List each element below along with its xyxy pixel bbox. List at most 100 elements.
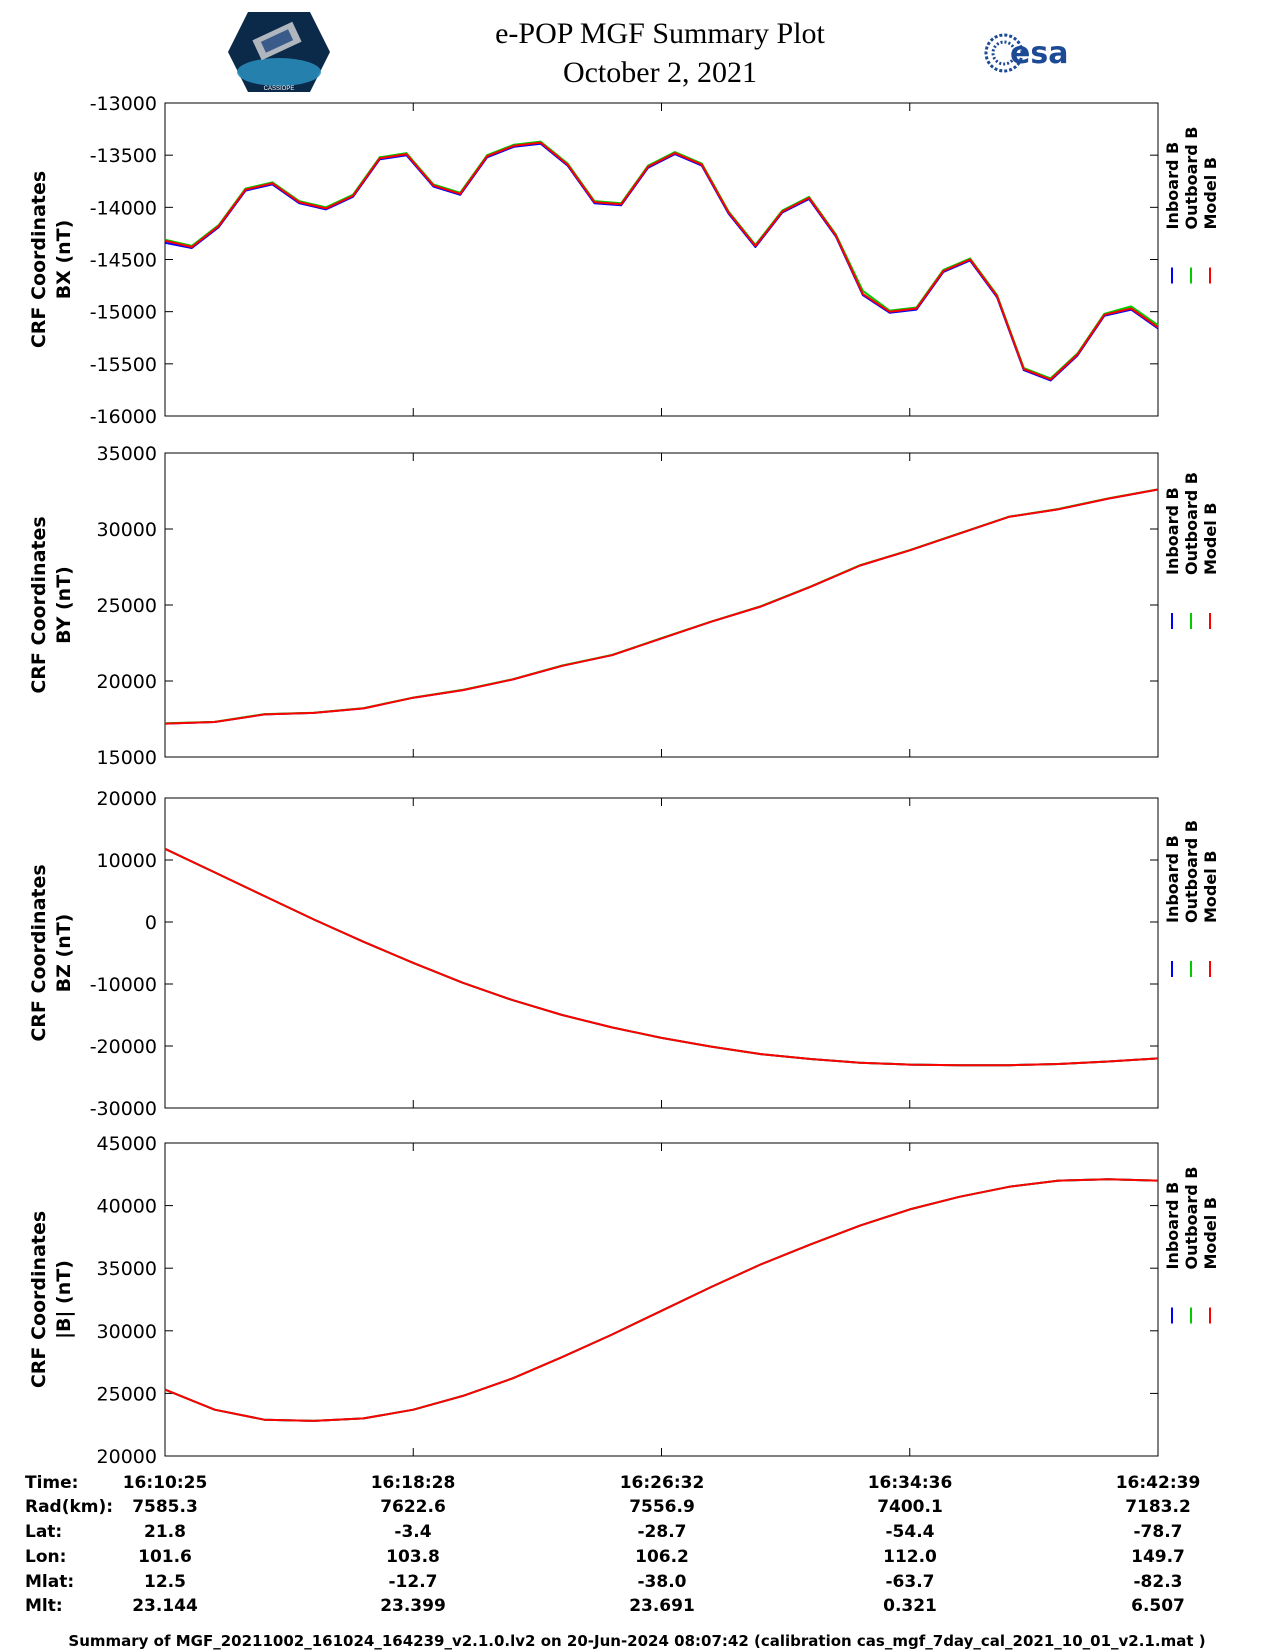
esa-logo-text: esa — [1010, 36, 1068, 71]
esa-logo: esa — [984, 33, 1068, 73]
bmag-series-inboard-b — [164, 1178, 1159, 1422]
bx-ylabel-line2: BX (nT) — [53, 220, 75, 300]
by-ylabel-line2: BY (nT) — [53, 566, 75, 644]
bmag-ytick-label: 30000 — [97, 1321, 157, 1343]
bz-legend-label: Model B — [1201, 851, 1220, 923]
ephemeris-cell: 0.321 — [883, 1596, 937, 1616]
ephemeris-row-label: Lat: — [25, 1522, 62, 1542]
bmag-ylabel-line2: |B| (nT) — [53, 1260, 75, 1339]
ephemeris-cell: 106.2 — [635, 1547, 689, 1567]
bx-ytick-label: -14000 — [90, 197, 157, 219]
ephemeris-cell: 7622.6 — [380, 1497, 446, 1517]
bmag-legend-label: Model B — [1201, 1197, 1220, 1269]
bz-series-outboard-b — [164, 847, 1159, 1067]
bx-ytick-label: -14500 — [90, 250, 157, 272]
bmag-ytick-label: 25000 — [97, 1383, 157, 1405]
bx-legend-label: Inboard B — [1163, 142, 1182, 230]
bmag-plot-frame — [164, 1142, 1159, 1457]
bz-ytick-label: 20000 — [97, 788, 157, 810]
ephemeris-cell: -54.4 — [886, 1522, 935, 1542]
cassiope-logo-label: CASSIOPE — [264, 86, 295, 92]
bz-series-model-b — [164, 847, 1159, 1067]
bz-ytick-label: 10000 — [97, 850, 157, 872]
bz-ytick-label: -30000 — [90, 1098, 157, 1120]
figure-title: e-POP MGF Summary Plot — [495, 17, 825, 50]
ephemeris-cell: 7585.3 — [132, 1497, 198, 1517]
bx-series-inboard-b — [164, 142, 1159, 382]
by-legend-label: Inboard B — [1163, 487, 1182, 575]
bz-ylabel-line1: CRF Coordinates — [28, 864, 50, 1041]
ephemeris-cell: -12.7 — [389, 1572, 438, 1592]
by-ylabel-line1: CRF Coordinates — [28, 516, 50, 693]
ephemeris-cell: 7183.2 — [1125, 1497, 1191, 1517]
by-panel: CRF Coordinates BY (nT) 35000 30000 25000 2… — [28, 443, 1220, 769]
bmag-ytick-label: 45000 — [97, 1133, 157, 1155]
bmag-panel: CRF Coordinates |B| (nT) 45000 40000 35000… — [28, 1133, 1220, 1468]
ephemeris-cell: 16:34:36 — [868, 1473, 953, 1493]
bz-legend-label: Inboard B — [1163, 835, 1182, 923]
bz-ytick-label: -10000 — [90, 974, 157, 996]
bx-series-model-b — [164, 141, 1159, 381]
bmag-ylabel-line1: CRF Coordinates — [28, 1211, 50, 1388]
bx-plot-frame — [164, 102, 1159, 417]
ephemeris-cell: 6.507 — [1131, 1596, 1185, 1616]
ephemeris-cell: 23.144 — [132, 1596, 198, 1616]
bx-legend: Inboard B Outboard B Model B — [1163, 127, 1220, 284]
by-ytick-label: 30000 — [97, 519, 157, 541]
bx-ytick-label: -15000 — [90, 302, 157, 324]
bx-legend-label: Model B — [1201, 157, 1220, 229]
by-series-outboard-b — [164, 488, 1159, 725]
ephemeris-cell: -78.7 — [1134, 1522, 1183, 1542]
footer-caption: Summary of MGF_20211002_161024_164239_v2… — [68, 1632, 1205, 1650]
bmag-legend: Inboard B Outboard B Model B — [1163, 1167, 1220, 1324]
ephemeris-row-label: Time: — [25, 1473, 78, 1493]
header: CASSIOPE e-POP MGF Summary Plot October … — [228, 12, 1068, 92]
bz-legend-label: Outboard B — [1182, 820, 1201, 923]
by-series-model-b — [164, 488, 1159, 725]
bz-panel: CRF Coordinates BZ (nT) 20000 10000 0 -1000… — [28, 788, 1220, 1120]
ephemeris-row-label: Lon: — [25, 1547, 66, 1567]
ephemeris-cell: -38.0 — [638, 1572, 687, 1592]
figure-date: October 2, 2021 — [563, 56, 757, 89]
ephemeris-cell: 16:26:32 — [620, 1473, 705, 1493]
bmag-series-model-b — [164, 1178, 1159, 1422]
bmag-ytick-label: 20000 — [97, 1446, 157, 1468]
ephemeris-cell: 16:42:39 — [1116, 1473, 1201, 1493]
ephemeris-row-label: Mlt: — [25, 1596, 63, 1616]
bx-panel: CRF Coordinates BX (nT) -13000 -13500 -140… — [28, 93, 1220, 428]
bx-ytick-label: -15500 — [90, 354, 157, 376]
bx-ylabel-line1: CRF Coordinates — [28, 171, 50, 348]
ephemeris-cell: -3.4 — [394, 1522, 431, 1542]
by-series-inboard-b — [164, 488, 1159, 725]
ephemeris-cell: 16:18:28 — [371, 1473, 456, 1493]
ephemeris-cell: 21.8 — [144, 1522, 186, 1542]
ephemeris-cell: 23.691 — [629, 1596, 695, 1616]
by-ytick-label: 35000 — [97, 443, 157, 465]
bmag-series-outboard-b — [164, 1178, 1159, 1422]
bz-plot-frame — [164, 797, 1159, 1109]
ephemeris-table: Time: Rad(km): Lat: Lon: Mlat: Mlt: 16:10:25 75… — [25, 1473, 1200, 1616]
bx-legend-label: Outboard B — [1182, 127, 1201, 230]
ephemeris-cell: -28.7 — [638, 1522, 687, 1542]
ephemeris-row-label: Mlat: — [25, 1572, 74, 1592]
bz-ytick-label: 0 — [145, 912, 157, 934]
ephemeris-row-label: Rad(km): — [25, 1497, 113, 1517]
ephemeris-cell: 103.8 — [386, 1547, 440, 1567]
by-legend-label: Model B — [1201, 503, 1220, 575]
ephemeris-cell: -63.7 — [886, 1572, 935, 1592]
ephemeris-cell: 7556.9 — [629, 1497, 695, 1517]
bmag-legend-label: Inboard B — [1163, 1182, 1182, 1270]
ephemeris-cell: 23.399 — [380, 1596, 446, 1616]
by-ytick-label: 15000 — [97, 747, 157, 769]
bmag-ytick-label: 35000 — [97, 1258, 157, 1280]
bz-ylabel-line2: BZ (nT) — [53, 914, 75, 993]
ephemeris-cell: 16:10:25 — [123, 1473, 208, 1493]
bz-legend: Inboard B Outboard B Model B — [1163, 820, 1220, 977]
by-ytick-label: 20000 — [97, 671, 157, 693]
ephemeris-cell: 149.7 — [1131, 1547, 1185, 1567]
by-ytick-label: 25000 — [97, 595, 157, 617]
ephemeris-cell: 12.5 — [144, 1572, 186, 1592]
bz-ytick-label: -20000 — [90, 1036, 157, 1058]
by-plot-frame — [164, 452, 1159, 758]
